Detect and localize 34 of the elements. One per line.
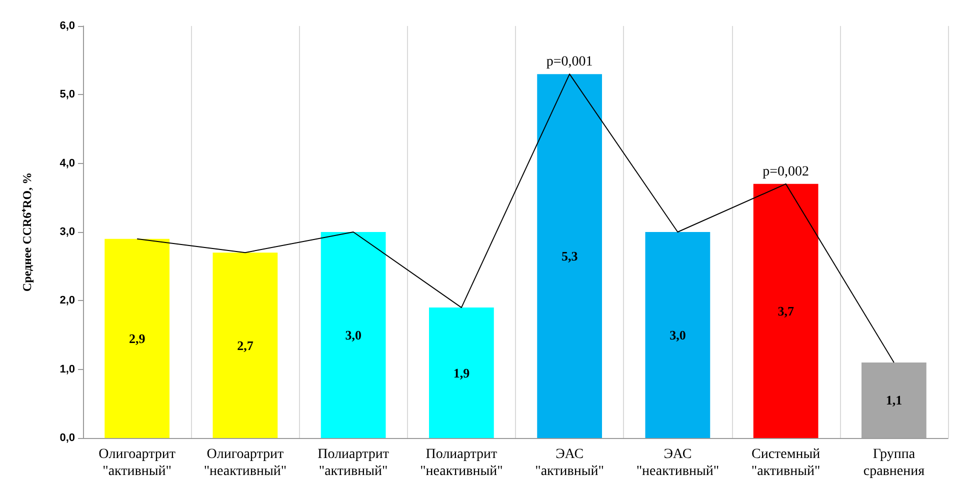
- x-tick-label: ЭАС "неактивный": [636, 447, 720, 479]
- y-axis-title: Среднее CCR6⁺RO, %: [20, 172, 34, 292]
- y-tick-label: 1,0: [60, 363, 75, 376]
- bar: [537, 74, 602, 438]
- x-tick-label: Системный "активный": [751, 447, 821, 479]
- data-label: 3,7: [778, 303, 794, 318]
- x-tick-label: Олигоартрит "активный": [98, 447, 176, 479]
- bar: [320, 232, 386, 438]
- y-tick-label: 0,0: [60, 432, 75, 444]
- bar: [645, 232, 710, 438]
- x-tick-label: ЭАС "активный": [535, 447, 604, 479]
- data-label: 3,0: [670, 328, 686, 342]
- bar: [212, 252, 278, 438]
- data-label: 2,9: [128, 330, 146, 346]
- x-tick-label: Полиартрит "неактивный": [420, 447, 503, 479]
- data-label: 5,3: [561, 248, 578, 264]
- annotation: p=0,001: [546, 54, 593, 70]
- y-tick-label: 2,0: [60, 294, 75, 307]
- bar: [862, 362, 926, 438]
- y-tick-label: 5,0: [60, 88, 75, 101]
- x-tick-label: Олигоартрит "неактивный": [204, 447, 287, 479]
- annotation: p=0,002: [762, 164, 810, 180]
- y-tick-label: 6,0: [60, 20, 75, 32]
- y-tick-label: 3,0: [60, 226, 75, 238]
- data-label: 3,0: [345, 328, 362, 342]
- x-tick-label: Полиартрит "активный": [318, 447, 389, 479]
- x-tick-label: Группа сравнения: [863, 447, 926, 479]
- data-label: 1,1: [886, 392, 902, 408]
- data-label: 1,9: [453, 365, 470, 380]
- bar: [104, 238, 170, 438]
- data-label: 2,7: [237, 338, 254, 353]
- bar: [429, 308, 494, 438]
- bar: [753, 184, 818, 438]
- y-tick-label: 4,0: [60, 157, 75, 170]
